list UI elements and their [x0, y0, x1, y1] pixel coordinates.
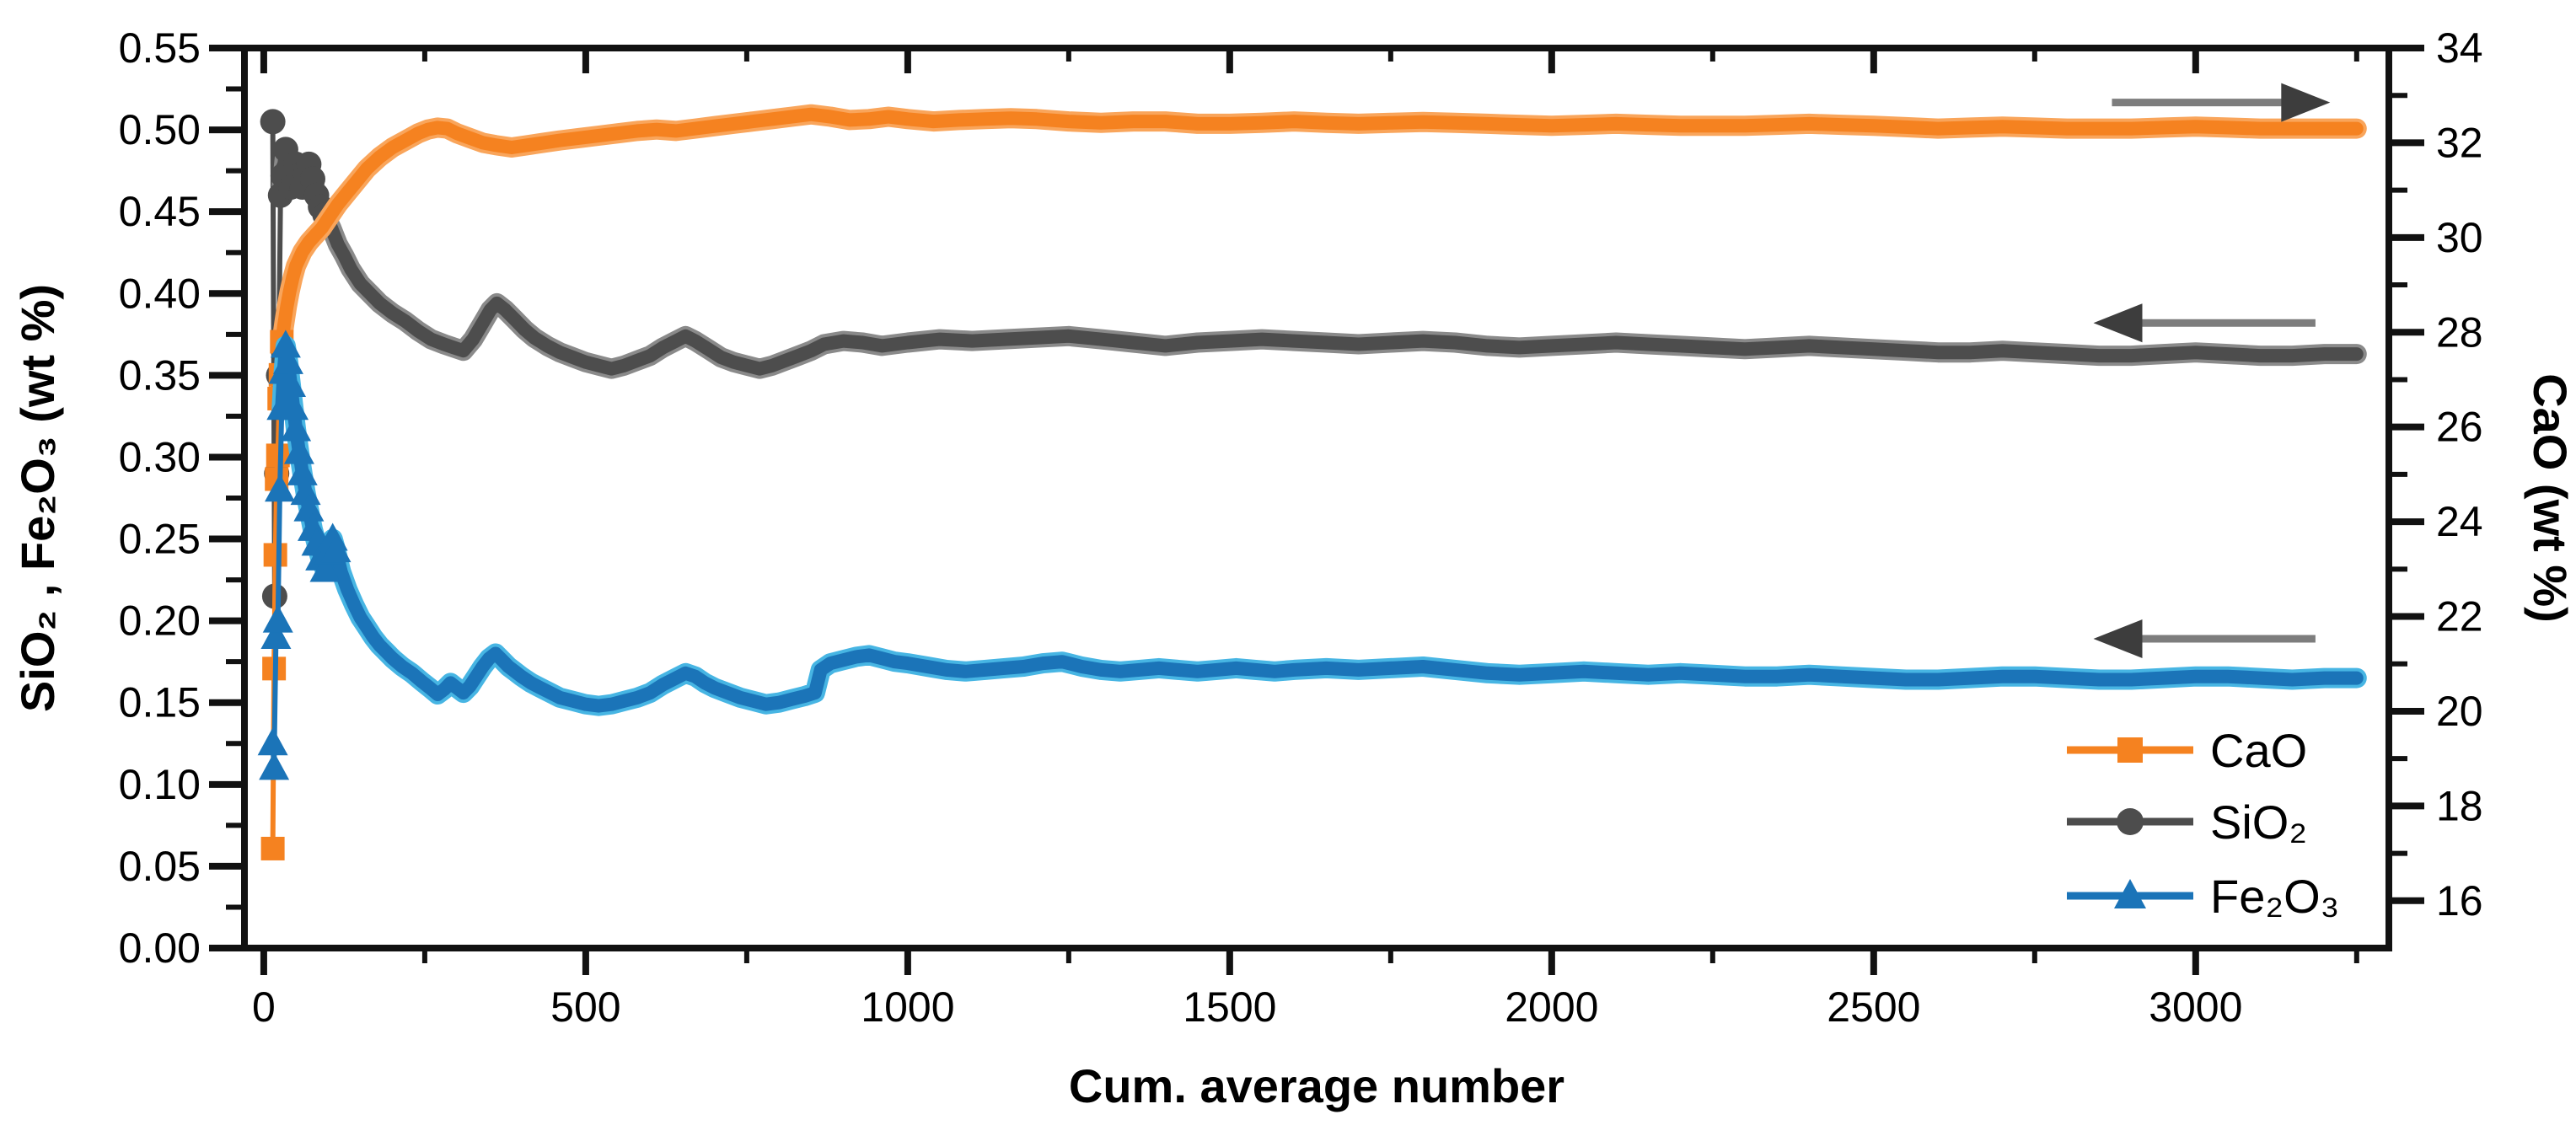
sio2-left-axis-arrow: [2093, 303, 2316, 343]
series-band-fringe: [271, 104, 2367, 352]
series-sio: [260, 109, 2367, 609]
circle-marker: [260, 109, 286, 135]
legend-triangle-marker: [2114, 879, 2146, 908]
x-tick-label: 2000: [1505, 983, 1598, 1031]
fe2o3-left-axis-arrow: [2093, 619, 2316, 658]
y-right-tick-label: 22: [2436, 593, 2483, 640]
series-cao: [260, 104, 2367, 860]
y-right-tick-label: 34: [2436, 24, 2483, 72]
legend-circle-marker: [2117, 808, 2144, 835]
triangle-marker: [320, 534, 352, 563]
triangle-marker: [297, 512, 328, 541]
x-tick-label: 1500: [1183, 983, 1276, 1031]
series-band: [273, 142, 2364, 376]
x-tick-label: 0: [252, 983, 276, 1031]
triangle-marker: [278, 392, 309, 421]
y-right-axis-title: CaO (wt %): [2524, 373, 2576, 623]
y-left-tick-label: 0.10: [119, 761, 201, 808]
plot-generated-layer: 0 500 1000 1500 2000 2500 3000 0.00 0.05 0.10 0.15…: [119, 24, 2483, 1031]
y-right-tick-label: 24: [2436, 498, 2483, 545]
y-left-tick-label: 0.55: [119, 24, 201, 72]
x-tick-label: 1000: [861, 983, 954, 1031]
y-right-tick-label: 18: [2436, 782, 2483, 829]
triangle-marker: [287, 457, 318, 485]
series-feo: [257, 330, 2367, 780]
y-left-tick-label: 0.35: [119, 351, 201, 399]
triangle-marker: [281, 413, 312, 442]
y-right-tick-label: 30: [2436, 214, 2483, 261]
y-right-tick-label: 16: [2436, 877, 2483, 924]
arrow-head-left: [2093, 303, 2143, 343]
triangle-marker: [270, 330, 301, 358]
plot-border: [241, 45, 2392, 951]
triangle-marker: [260, 621, 292, 650]
legend: [2067, 737, 2193, 908]
y-right-tick-label: 26: [2436, 404, 2483, 451]
arrow-head-left: [2093, 619, 2143, 658]
square-marker: [260, 836, 285, 860]
legend-square-marker: [2117, 737, 2143, 763]
triangle-marker: [265, 474, 296, 502]
series-band: [275, 339, 2364, 713]
triangle-marker: [259, 752, 290, 780]
x-tick-label: 3000: [2149, 983, 2242, 1031]
y-left-tick-label: 0.05: [119, 843, 201, 890]
y-left-tick-label: 0.00: [119, 924, 201, 972]
axis-ticks: 0 500 1000 1500 2000 2500 3000 0.00 0.05 0.10 0.15…: [119, 24, 2483, 1031]
y-left-tick-label: 0.30: [119, 433, 201, 480]
cao-right-axis-arrow: [2112, 83, 2331, 122]
y-left-axis-title: SiO₂ , Fe₂O₃ (wt %): [11, 284, 64, 712]
triangle-marker: [293, 493, 325, 522]
y-right-tick-label: 32: [2436, 119, 2483, 166]
y-left-tick-label: 0.15: [119, 679, 201, 726]
legend-label-sio2: SiO₂: [2210, 796, 2307, 849]
series-connector-line: [270, 111, 2359, 851]
arrow-head-right: [2281, 83, 2331, 122]
legend-label-fe2o3: Fe₂O₃: [2210, 870, 2339, 923]
y-right-tick-label: 20: [2436, 688, 2483, 735]
y-right-tick-label: 28: [2436, 308, 2483, 356]
series-band-fringe: [271, 335, 2367, 716]
y-left-tick-label: 0.25: [119, 516, 201, 563]
y-left-tick-label: 0.40: [119, 270, 201, 317]
legend-label-cao: CaO: [2210, 724, 2307, 777]
series-band: [275, 107, 2364, 349]
triangle-marker: [257, 727, 288, 756]
x-tick-label: 500: [550, 983, 620, 1031]
square-marker: [263, 543, 287, 567]
x-tick-label: 2500: [1827, 983, 1920, 1031]
y-left-tick-label: 0.50: [119, 106, 201, 153]
x-axis-title: Cum. average number: [1069, 1059, 1564, 1112]
triangle-marker: [276, 369, 307, 398]
y-left-tick-label: 0.20: [119, 597, 201, 645]
triangle-marker: [309, 554, 341, 582]
triangle-marker: [290, 477, 321, 506]
triangle-marker: [283, 436, 314, 464]
triangle-marker: [262, 604, 293, 633]
triangle-marker: [272, 346, 303, 374]
y-left-tick-label: 0.45: [119, 188, 201, 235]
